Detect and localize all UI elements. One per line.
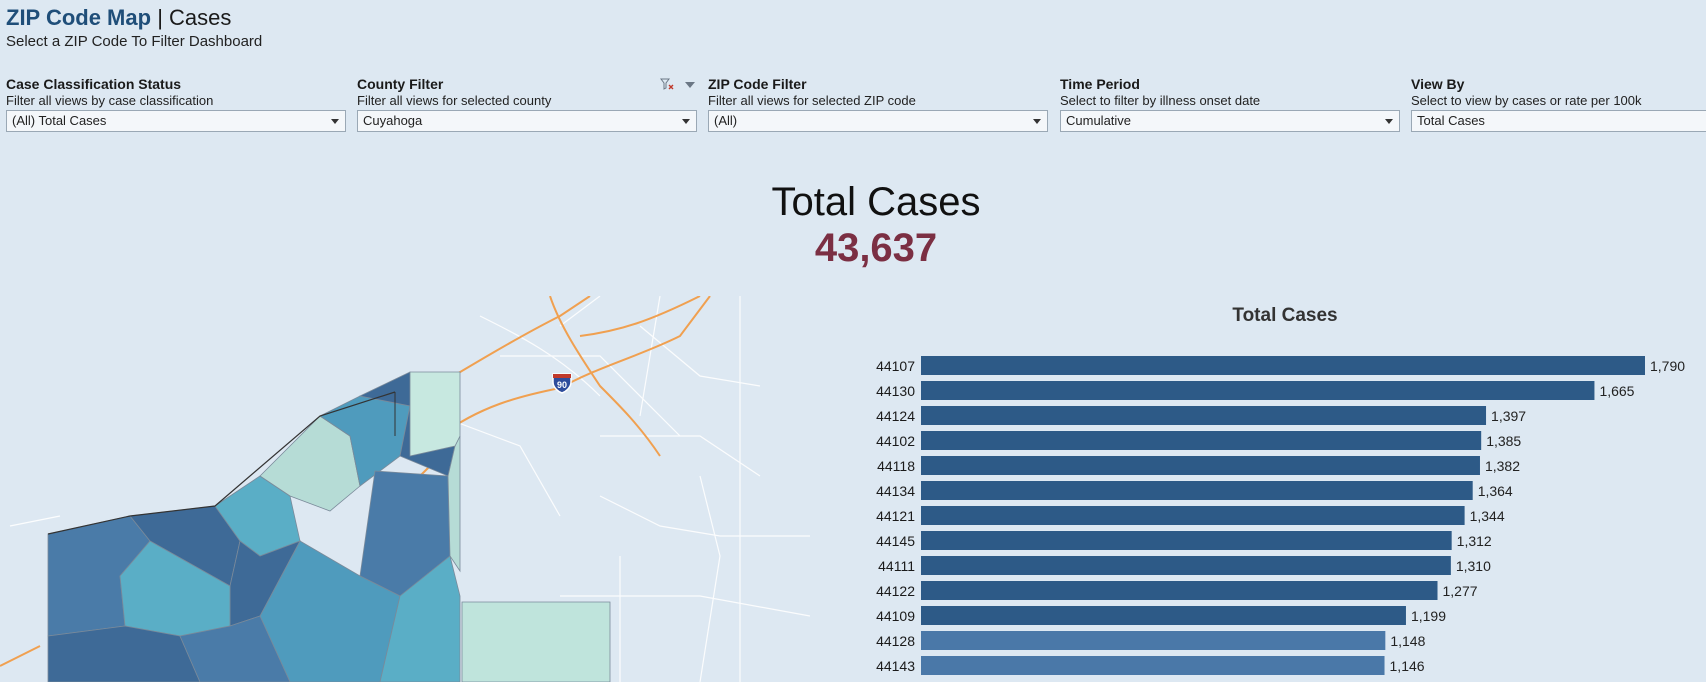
filter-description: Filter all views for selected ZIP code bbox=[708, 93, 916, 108]
select-value: Cuyahoga bbox=[363, 113, 423, 128]
map-minor-roads bbox=[9, 296, 810, 682]
bar-value-label: 1,397 bbox=[1491, 408, 1526, 424]
chevron-down-icon bbox=[331, 119, 339, 124]
time-period-select[interactable]: Cumulative bbox=[1060, 110, 1400, 132]
filter-label: View By bbox=[1411, 76, 1465, 92]
select-value: Cumulative bbox=[1066, 113, 1132, 128]
bar-44121[interactable] bbox=[921, 506, 1465, 525]
county-border bbox=[47, 391, 396, 535]
bar-value-label: 1,364 bbox=[1478, 483, 1513, 499]
bar-44128[interactable] bbox=[921, 631, 1386, 650]
filter-label: Time Period bbox=[1060, 76, 1140, 92]
clear-filter-icon[interactable] bbox=[660, 78, 674, 90]
filter-label: County Filter bbox=[357, 76, 444, 92]
bar-category-label: 44134 bbox=[876, 483, 915, 499]
bar-value-label: 1,790 bbox=[1650, 358, 1685, 374]
bar-value-label: 1,665 bbox=[1599, 383, 1634, 399]
select-value: (All) bbox=[714, 113, 738, 128]
bar-44111[interactable] bbox=[921, 556, 1451, 575]
filter-label: Case Classification Status bbox=[6, 76, 182, 92]
filter-description: Filter all views for selected county bbox=[357, 93, 552, 108]
bar-44134[interactable] bbox=[921, 481, 1473, 500]
title-main: ZIP Code Map bbox=[6, 5, 152, 30]
zip-region-44143[interactable] bbox=[379, 555, 461, 682]
filter-description: Select to view by cases or rate per 100k bbox=[1411, 93, 1642, 108]
zip-code-map[interactable] bbox=[0, 296, 810, 682]
bar-44130[interactable] bbox=[921, 381, 1595, 400]
bar-category-label: 44128 bbox=[876, 633, 915, 649]
bar-value-label: 1,277 bbox=[1443, 583, 1478, 599]
bar-value-label: 1,344 bbox=[1470, 508, 1505, 524]
bar-category-label: 44122 bbox=[876, 583, 915, 599]
bar-value-label: 1,382 bbox=[1485, 458, 1520, 474]
bar-category-label: 44109 bbox=[876, 608, 915, 624]
select-value: (All) Total Cases bbox=[12, 113, 107, 128]
bar-category-label: 44145 bbox=[876, 533, 915, 549]
bar-value-label: 1,199 bbox=[1411, 608, 1446, 624]
bar-category-label: 44121 bbox=[876, 508, 915, 524]
bar-category-label: 44143 bbox=[876, 658, 915, 674]
zip-code-filter: ZIP Code Filter Filter all views for sel… bbox=[708, 76, 1048, 132]
bar-category-label: 44118 bbox=[877, 458, 915, 474]
county-select[interactable]: Cuyahoga bbox=[357, 110, 697, 132]
bar-category-label: 44111 bbox=[878, 558, 915, 574]
bar-44102[interactable] bbox=[921, 431, 1482, 450]
bar-44122[interactable] bbox=[921, 581, 1438, 600]
bar-chart-title: Total Cases bbox=[1232, 305, 1338, 326]
zip-region-44128[interactable] bbox=[179, 615, 291, 682]
bar-value-label: 1,146 bbox=[1390, 658, 1425, 674]
chevron-down-icon bbox=[1033, 119, 1041, 124]
bar-value-label: 1,312 bbox=[1457, 533, 1492, 549]
filter-description: Select to filter by illness onset date bbox=[1060, 93, 1261, 108]
bar-44143[interactable] bbox=[921, 656, 1385, 675]
filter-menu-icon[interactable] bbox=[685, 82, 695, 88]
bar-44145[interactable] bbox=[921, 531, 1452, 550]
bar-44124[interactable] bbox=[921, 406, 1487, 425]
bar-value-label: 1,310 bbox=[1456, 558, 1491, 574]
title-sub: Cases bbox=[169, 5, 232, 30]
zip-region-geauga[interactable] bbox=[461, 601, 611, 682]
bar-44118[interactable] bbox=[921, 456, 1480, 475]
highway-number: 90 bbox=[557, 380, 567, 390]
bar-44107[interactable] bbox=[921, 356, 1645, 375]
zip-region-lake[interactable] bbox=[409, 371, 461, 457]
case-classification-filter: Case Classification Status Filter all vi… bbox=[6, 76, 346, 132]
select-value: Total Cases bbox=[1417, 113, 1485, 128]
bar-value-label: 1,385 bbox=[1486, 433, 1521, 449]
bar-category-label: 44130 bbox=[876, 383, 915, 399]
page-title: ZIP Code Map | Cases bbox=[6, 5, 231, 31]
chevron-down-icon bbox=[1385, 119, 1393, 124]
bar-category-label: 44107 bbox=[876, 358, 915, 374]
zip-code-select[interactable]: (All) bbox=[708, 110, 1048, 132]
filter-description: Filter all views by case classification bbox=[6, 93, 214, 108]
county-filter: County Filter Filter all views for selec… bbox=[357, 76, 697, 132]
chevron-down-icon bbox=[682, 119, 690, 124]
page-subtitle: Select a ZIP Code To Filter Dashboard bbox=[6, 33, 263, 50]
filter-label: ZIP Code Filter bbox=[708, 76, 807, 92]
time-period-filter: Time Period Select to filter by illness … bbox=[1060, 76, 1400, 132]
case-classification-select[interactable]: (All) Total Cases bbox=[6, 110, 346, 132]
bar-44109[interactable] bbox=[921, 606, 1406, 625]
bar-category-label: 44102 bbox=[876, 433, 915, 449]
interstate-90-icon: 90 bbox=[552, 373, 572, 394]
kpi-label: Total Cases bbox=[771, 180, 981, 224]
view-by-filter: View By Select to view by cases or rate … bbox=[1411, 76, 1706, 132]
title-separator: | bbox=[157, 5, 163, 30]
kpi-value: 43,637 bbox=[814, 226, 938, 270]
bar-value-label: 1,148 bbox=[1390, 633, 1425, 649]
bar-category-label: 44124 bbox=[876, 408, 915, 424]
view-by-select[interactable]: Total Cases bbox=[1411, 110, 1706, 132]
